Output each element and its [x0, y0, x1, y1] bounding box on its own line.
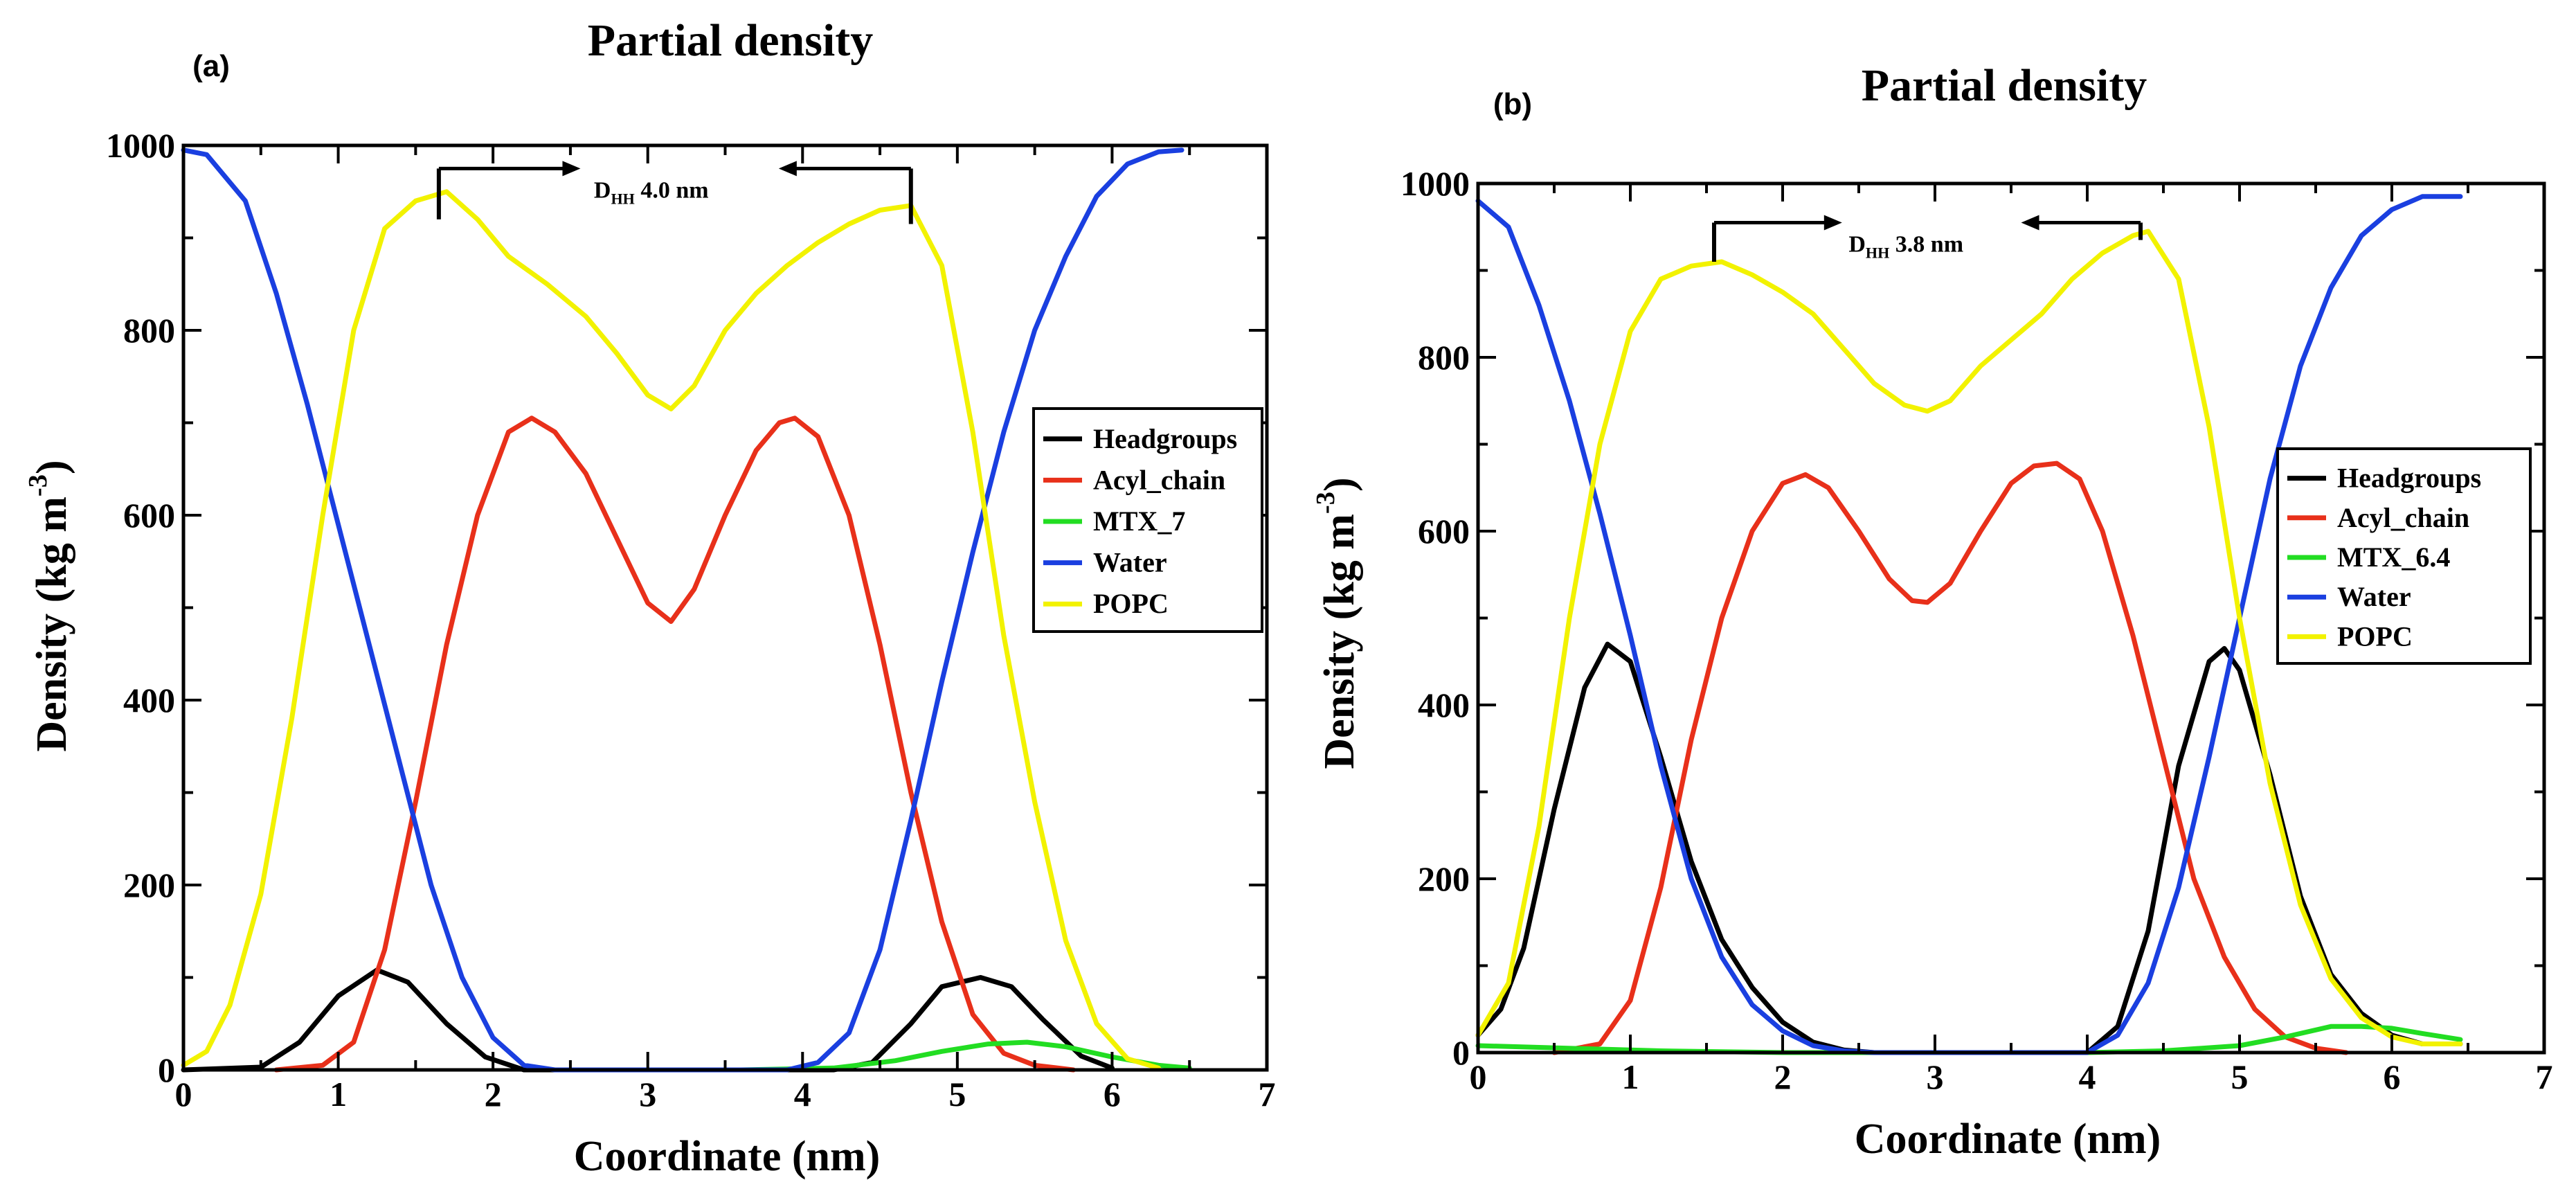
x-tick-label: 0	[175, 1075, 192, 1114]
y-tick-label: 1000	[106, 126, 175, 165]
arrow-right-icon	[1823, 215, 1842, 231]
x-tick-label: 5	[948, 1075, 966, 1114]
legend-entry: Acyl_chain	[2337, 502, 2469, 533]
y-tick-label: 200	[1418, 859, 1470, 898]
series-line-acyl-chain	[1551, 461, 2349, 1055]
y-axis-label-main: Density (kg m	[28, 497, 75, 752]
series-line-popc	[1475, 229, 2463, 1046]
y-axis-label-superscript: -3	[24, 474, 53, 497]
x-tick-label: 0	[1470, 1057, 1487, 1096]
annotation-label: DHH 3.8 nm	[1848, 231, 1963, 261]
y-tick-label: 0	[158, 1051, 175, 1089]
legend-entry: POPC	[2337, 620, 2413, 652]
legend-entry: POPC	[1093, 588, 1169, 619]
annotation-label-subscript: HH	[611, 190, 634, 207]
legend-entry: MTX_6.4	[2337, 542, 2450, 573]
dhh-annotation: DHH 4.0 nm	[436, 161, 913, 224]
series-line-acyl-chain	[273, 415, 1076, 1073]
chart-title: Partial density	[588, 15, 873, 66]
annotation-label-subscript: HH	[1866, 244, 1889, 261]
y-tick-label: 200	[123, 866, 175, 904]
y-axis-label-close: )	[28, 460, 75, 474]
y-tick-label: 800	[123, 311, 175, 350]
legend-entry: Headgroups	[1093, 423, 1237, 454]
legend: Headgroups Acyl_chain MTX_7 Water POPC	[1032, 407, 1263, 633]
legend: Headgroups Acyl_chain MTX_6.4 Water POPC	[2276, 447, 2532, 665]
x-tick-label: 2	[485, 1075, 502, 1114]
x-tick-label: 3	[639, 1075, 656, 1114]
annotation-label-value: 3.8 nm	[1889, 231, 1963, 257]
x-tick-label: 7	[2536, 1057, 2553, 1096]
legend-entry: MTX_7	[1093, 506, 1185, 537]
x-tick-label: 6	[1104, 1075, 1121, 1114]
x-tick-label: 2	[1774, 1057, 1792, 1096]
legend-entry: Water	[2337, 581, 2411, 612]
x-tick-label: 6	[2384, 1057, 2401, 1096]
legend-entry: Acyl_chain	[1093, 464, 1225, 495]
panel-a: (a) Partial density 0 1 2 3 4 5 6 7 0 200 400 600 800 1…	[24, 15, 1276, 1180]
panel-b: (b) Partial density 0 1 2 3 4 5 6 7 0 200 400 600 800 1…	[1311, 60, 2553, 1163]
panel-label: (a)	[192, 49, 230, 83]
chart-title: Partial density	[1862, 60, 2147, 111]
annotation-label: DHH 4.0 nm	[594, 177, 709, 207]
x-tick-label: 4	[794, 1075, 811, 1114]
x-tick-label: 7	[1259, 1075, 1276, 1114]
x-tick-label: 1	[330, 1075, 347, 1114]
legend-entry: Water	[1093, 547, 1167, 578]
x-axis-label: Coordinate (nm)	[574, 1133, 881, 1180]
legend-entry: Headgroups	[2337, 463, 2481, 494]
y-axis-label-main: Density (kg m	[1316, 514, 1363, 769]
y-axis-label-close: )	[1316, 477, 1363, 492]
arrow-right-icon	[562, 161, 581, 177]
x-tick-label: 3	[1927, 1057, 1944, 1096]
dhh-annotation: DHH 3.8 nm	[1712, 215, 2143, 262]
annotation-label-main: D	[1848, 231, 1866, 257]
arrow-left-icon	[2021, 215, 2039, 231]
x-tick-label: 1	[1622, 1057, 1639, 1096]
annotation-label-value: 4.0 nm	[635, 177, 709, 203]
y-axis-label-superscript: -3	[1311, 492, 1340, 514]
y-axis-label: Density (kg m-3)	[1311, 477, 1363, 769]
x-tick-label: 4	[2079, 1057, 2096, 1096]
y-tick-label: 600	[1418, 512, 1470, 551]
panel-label: (b)	[1493, 87, 1532, 121]
series-line-popc	[181, 189, 1161, 1071]
y-tick-label: 1000	[1400, 164, 1470, 203]
y-tick-label: 800	[1418, 338, 1470, 377]
y-tick-label: 400	[123, 681, 175, 719]
x-tick-label: 5	[2231, 1057, 2249, 1096]
y-tick-label: 600	[123, 496, 175, 535]
y-tick-label: 0	[1452, 1033, 1470, 1072]
arrow-left-icon	[778, 161, 797, 177]
y-axis-label: Density (kg m-3)	[24, 460, 75, 751]
x-axis-label: Coordinate (nm)	[1855, 1116, 2161, 1163]
y-tick-label: 400	[1418, 686, 1470, 724]
annotation-label-main: D	[594, 177, 611, 203]
